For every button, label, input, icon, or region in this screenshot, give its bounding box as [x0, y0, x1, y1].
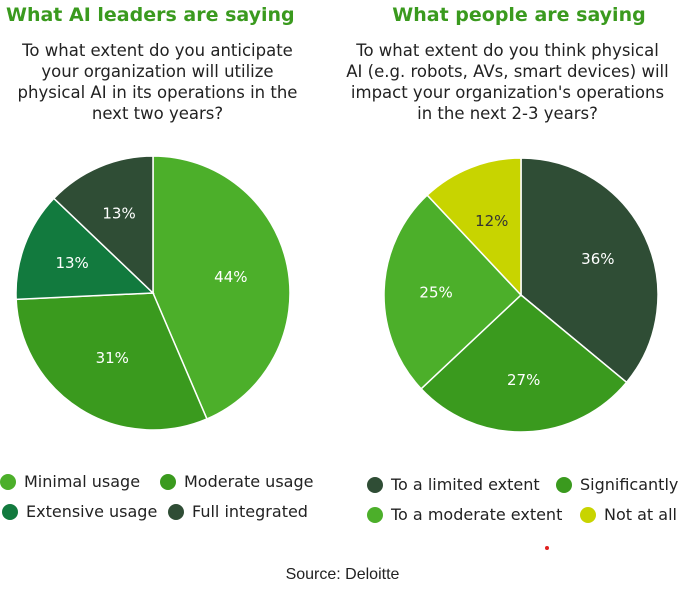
legend-item: Not at all	[580, 505, 677, 524]
left-pie-data-label: 31%	[96, 349, 129, 367]
legend-item: Minimal usage	[0, 472, 140, 491]
legend-label: Extensive usage	[26, 502, 158, 521]
left-question-line: physical AI in its operations in the	[17, 83, 298, 102]
right-question-line: in the next 2-3 years?	[417, 104, 598, 123]
right-pie-data-label: 36%	[581, 250, 614, 268]
legend-item: Extensive usage	[2, 502, 157, 521]
legend-label: Not at all	[604, 505, 677, 524]
legend-label: Full integrated	[192, 502, 308, 521]
left-pie-slice	[15, 292, 208, 431]
legend-item: Moderate usage	[160, 472, 313, 491]
right-chart-question: To what extent do you think physical AI …	[335, 40, 680, 124]
left-question-line: To what extent do you anticipate	[22, 41, 293, 60]
legend-item: Full integrated	[168, 502, 308, 521]
legend-label: To a moderate extent	[391, 505, 563, 524]
left-pie-data-label: 44%	[214, 268, 247, 286]
left-pie-slice	[52, 155, 154, 295]
legend-label: Minimal usage	[24, 472, 141, 491]
left-question-line: next two years?	[91, 104, 224, 123]
left-question-line: your organization will utilize	[41, 62, 274, 81]
right-pie-slice	[420, 294, 628, 433]
legend-item: To a moderate extent	[367, 505, 562, 524]
source-note: Source: Deloitte	[285, 566, 400, 583]
legend-label: Significantly	[580, 475, 679, 494]
left-pie-data-label: 13%	[55, 254, 88, 272]
legend-swatch	[556, 476, 572, 493]
left-pie-slice	[152, 155, 291, 420]
right-question-line: To what extent do you think physical	[356, 41, 659, 60]
left-chart-heading: What AI leaders are saying	[6, 4, 295, 26]
right-pie-data-label: 27%	[507, 371, 540, 389]
legend-swatch	[580, 506, 596, 523]
right-question-line: impact your organization's operations	[350, 83, 665, 102]
right-pie-data-label: 12%	[475, 212, 508, 230]
legend-swatch	[0, 473, 16, 490]
legend-swatch	[168, 503, 184, 520]
right-pie-slice	[426, 157, 522, 297]
legend-swatch	[367, 506, 383, 523]
right-chart-heading: What people are saying	[392, 4, 646, 26]
right-pie-slice	[383, 194, 523, 390]
legend-swatch	[160, 473, 176, 490]
legend-label: To a limited extent	[391, 475, 540, 494]
legend-swatch	[2, 503, 18, 520]
legend-item: Significantly	[556, 475, 678, 494]
right-pie-data-label: 25%	[419, 283, 452, 301]
left-chart-question: To what extent do you anticipate your or…	[0, 40, 315, 124]
legend-item: To a limited extent	[367, 475, 540, 494]
left-pie-data-label: 13%	[102, 205, 135, 223]
right-question-line: AI (e.g. robots, AVs, smart devices) wil…	[346, 62, 669, 81]
accent-dot	[545, 546, 549, 550]
right-pie-slice	[520, 157, 659, 384]
left-pie-slice	[15, 197, 155, 301]
legend-swatch	[367, 476, 383, 493]
legend-label: Moderate usage	[184, 472, 314, 491]
